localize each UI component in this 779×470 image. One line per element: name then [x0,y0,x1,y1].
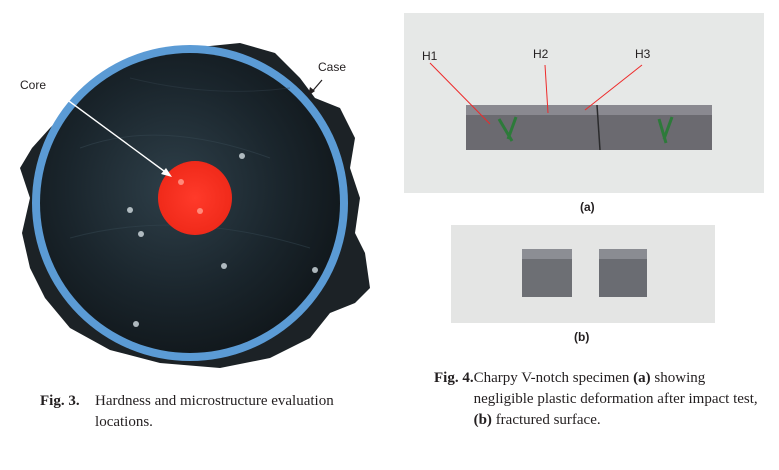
fig4-caption: Fig. 4. Charpy V-notch specimen (a) show… [434,368,768,431]
fig4a-photo-panel [404,13,764,193]
fig4-caption-text-1: Charpy V-notch specimen [473,370,634,386]
fig4-caption-a: (a) [633,370,651,386]
label-h3: H3 [635,47,651,61]
indent-mark [239,153,245,159]
charpy-specimen-image [429,62,712,151]
indent-mark [133,321,139,327]
fractured-surface-image [522,249,647,297]
indent-mark [138,231,144,237]
fig4-caption-number: Fig. 4. [434,370,474,386]
fig4-caption-text-3: fractured surface. [491,412,601,428]
case-label: Case [318,60,347,74]
fig3-caption: Fig. 3. Hardness and microstructure eval… [40,391,380,433]
fig3-cross-section-image [20,43,370,368]
label-h1: H1 [422,49,438,63]
label-h2: H2 [533,47,549,61]
fig4a-sublabel: (a) [580,200,595,214]
indent-mark [127,207,133,213]
fig3-caption-number: Fig. 3. [40,393,80,409]
indent-mark [312,267,318,273]
fig4b-sublabel: (b) [574,330,590,344]
core-label: Core [20,78,47,92]
fig4-caption-b: (b) [473,412,492,428]
fig4-caption-text-2: showing negligible plastic deformation a… [473,370,758,407]
fig4b-photo-panel [451,225,715,323]
core-arrow [57,92,169,175]
fig3-caption-text: Hardness and microstructure evaluation l… [95,393,334,430]
indent-mark [221,263,227,269]
core-region [158,161,232,235]
